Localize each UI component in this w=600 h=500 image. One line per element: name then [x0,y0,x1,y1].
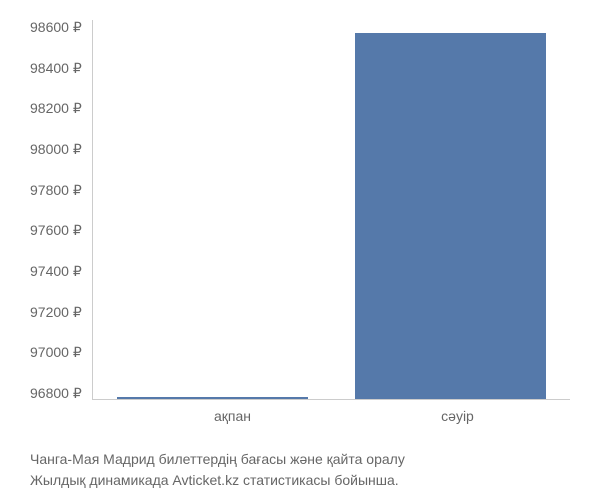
x-tick-label: ақпан [120,408,345,424]
y-tick-label: 96800 ₽ [30,386,82,400]
bar-akpan [117,397,308,399]
caption-line-1: Чанга-Мая Мадрид билеттердің бағасы және… [30,449,570,470]
y-tick-label: 97600 ₽ [30,223,82,237]
y-tick-label: 97400 ₽ [30,264,82,278]
bar-sauir [355,33,546,399]
plot-area [92,20,570,400]
y-tick-label: 97200 ₽ [30,305,82,319]
bar-slot [331,20,570,399]
y-tick-label: 97800 ₽ [30,183,82,197]
y-tick-label: 98200 ₽ [30,101,82,115]
y-tick-label: 97000 ₽ [30,345,82,359]
x-axis: ақпан сәуір [120,408,570,424]
caption-line-2: Жылдық динамикада Avticket.kz статистика… [30,470,570,491]
chart-caption: Чанга-Мая Мадрид билеттердің бағасы және… [30,449,570,491]
x-tick-label: сәуір [345,408,570,424]
bars-region [93,20,570,399]
y-tick-label: 98400 ₽ [30,61,82,75]
price-chart: 98600 ₽ 98400 ₽ 98200 ₽ 98000 ₽ 97800 ₽ … [30,20,570,400]
y-axis: 98600 ₽ 98400 ₽ 98200 ₽ 98000 ₽ 97800 ₽ … [30,20,92,400]
y-tick-label: 98000 ₽ [30,142,82,156]
bar-slot [93,20,332,399]
y-tick-label: 98600 ₽ [30,20,82,34]
